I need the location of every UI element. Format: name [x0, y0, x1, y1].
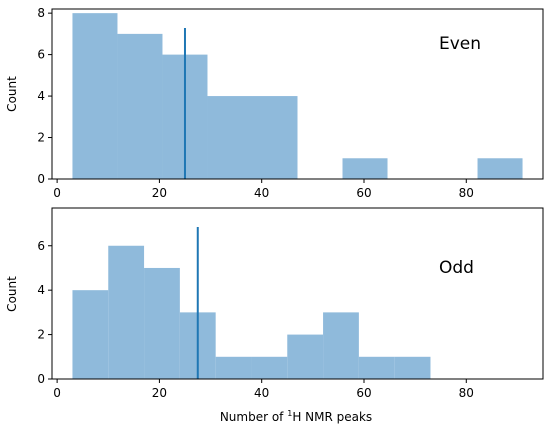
odd-x-tick-label: 80	[459, 386, 474, 400]
odd-x-ticks: 0 20 40 60 80	[53, 379, 474, 400]
odd-bar-6	[287, 334, 324, 379]
odd-panel-label: Odd	[439, 258, 474, 278]
odd-x-tick-label: 0	[53, 386, 61, 400]
even-plot-frame	[51, 8, 544, 180]
even-y-tick-label: 8	[37, 6, 45, 20]
odd-y-tick-label: 6	[37, 239, 45, 253]
odd-bar-9	[394, 356, 431, 379]
odd-bar-2	[144, 267, 180, 379]
odd-bar-1	[108, 245, 145, 379]
odd-bar-0	[72, 290, 109, 379]
odd-bar-5	[251, 356, 288, 379]
even-y-tick-label: 6	[37, 48, 45, 62]
even-panel: 0 20 40 60 80 0 2 4 6 8 Count Even	[5, 6, 544, 200]
even-x-tick-label: 20	[152, 186, 167, 200]
even-bar-1	[117, 33, 163, 179]
odd-plot-frame	[51, 207, 544, 380]
even-bars	[72, 13, 523, 179]
odd-y-tick-label: 0	[37, 372, 45, 386]
even-x-tick-label: 80	[459, 186, 474, 200]
odd-x-tick-label: 40	[254, 386, 269, 400]
even-bar-9	[477, 158, 523, 179]
odd-x-tick-label: 60	[356, 386, 371, 400]
x-axis-label-suffix: H NMR peaks	[292, 410, 372, 424]
even-y-tick-label: 0	[37, 172, 45, 186]
odd-y-tick-label: 2	[37, 328, 45, 342]
odd-bar-4	[215, 356, 252, 379]
odd-bar-8	[358, 356, 395, 379]
x-axis-label-superscript: 1	[287, 409, 292, 418]
even-bar-0	[72, 13, 118, 179]
even-y-axis-label: Count	[5, 76, 19, 112]
even-y-ticks: 0 2 4 6 8	[37, 6, 52, 186]
odd-panel: 0 20 40 60 80 0 2 4 6 Count Odd Number of 1H NM…	[5, 207, 544, 424]
odd-bar-7	[323, 312, 359, 379]
odd-y-ticks: 0 2 4 6	[37, 239, 52, 386]
even-x-tick-label: 60	[356, 186, 371, 200]
even-y-tick-label: 4	[37, 89, 45, 103]
even-panel-label: Even	[439, 34, 481, 54]
even-y-tick-label: 2	[37, 131, 45, 145]
even-x-tick-label: 0	[53, 186, 61, 200]
odd-bars	[72, 245, 431, 379]
even-bar-3	[207, 96, 253, 179]
odd-x-tick-label: 20	[152, 386, 167, 400]
even-bar-6	[342, 158, 388, 179]
even-x-ticks: 0 20 40 60 80	[53, 179, 474, 200]
odd-x-axis-label: Number of 1H NMR peaks	[220, 409, 372, 424]
odd-y-axis-label: Count	[5, 276, 19, 312]
even-x-tick-label: 40	[254, 186, 269, 200]
odd-y-tick-label: 4	[37, 283, 45, 297]
x-axis-label-prefix: Number of	[220, 410, 287, 424]
even-bar-4	[252, 96, 298, 179]
